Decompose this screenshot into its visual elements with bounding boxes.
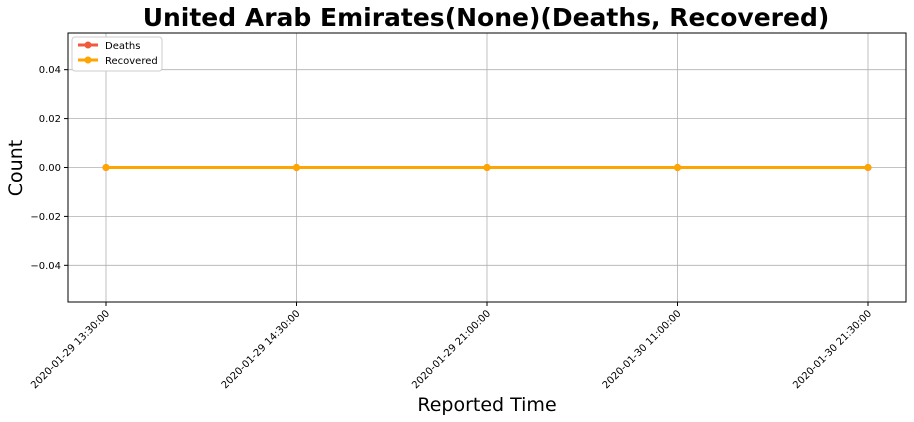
data-point-recovered [864,164,872,171]
plot-frame [67,32,907,303]
x-tick-label: 2020-01-29 21:00:00 [410,308,493,391]
chart-title: United Arab Emirates(None)(Deaths, Recov… [143,3,830,32]
x-tick-label: 2020-01-29 13:30:00 [29,308,112,391]
x-tick-label: 2020-01-30 21:30:00 [791,308,874,391]
legend-marker-deaths [84,41,92,49]
y-tick-label: −0.04 [30,261,61,272]
y-tick-label: 0.02 [39,114,61,125]
data-point-recovered [674,164,681,171]
series-lines [102,164,872,171]
y-tick-label: 0.04 [39,65,61,76]
data-point-recovered [293,164,300,171]
x-axis-ticks: 2020-01-29 13:30:00 2020-01-29 14:30:00 20… [29,302,874,391]
y-axis-label: Count [5,140,27,196]
data-point-recovered [483,164,491,171]
legend: Deaths Recovered [71,36,163,72]
y-tick-label: −0.02 [30,212,61,223]
data-point-recovered [102,164,110,171]
legend-marker-recovered [84,56,92,64]
y-axis-ticks: −0.04 −0.02 0.00 0.02 0.04 [30,65,68,272]
x-tick-label: 2020-01-30 11:00:00 [601,308,684,391]
legend-label-recovered: Recovered [105,56,158,67]
legend-label-deaths: Deaths [105,41,140,52]
x-axis-label: Reported Time [417,394,556,416]
x-tick-label: 2020-01-29 14:30:00 [220,308,303,391]
y-tick-label: 0.00 [39,163,61,174]
